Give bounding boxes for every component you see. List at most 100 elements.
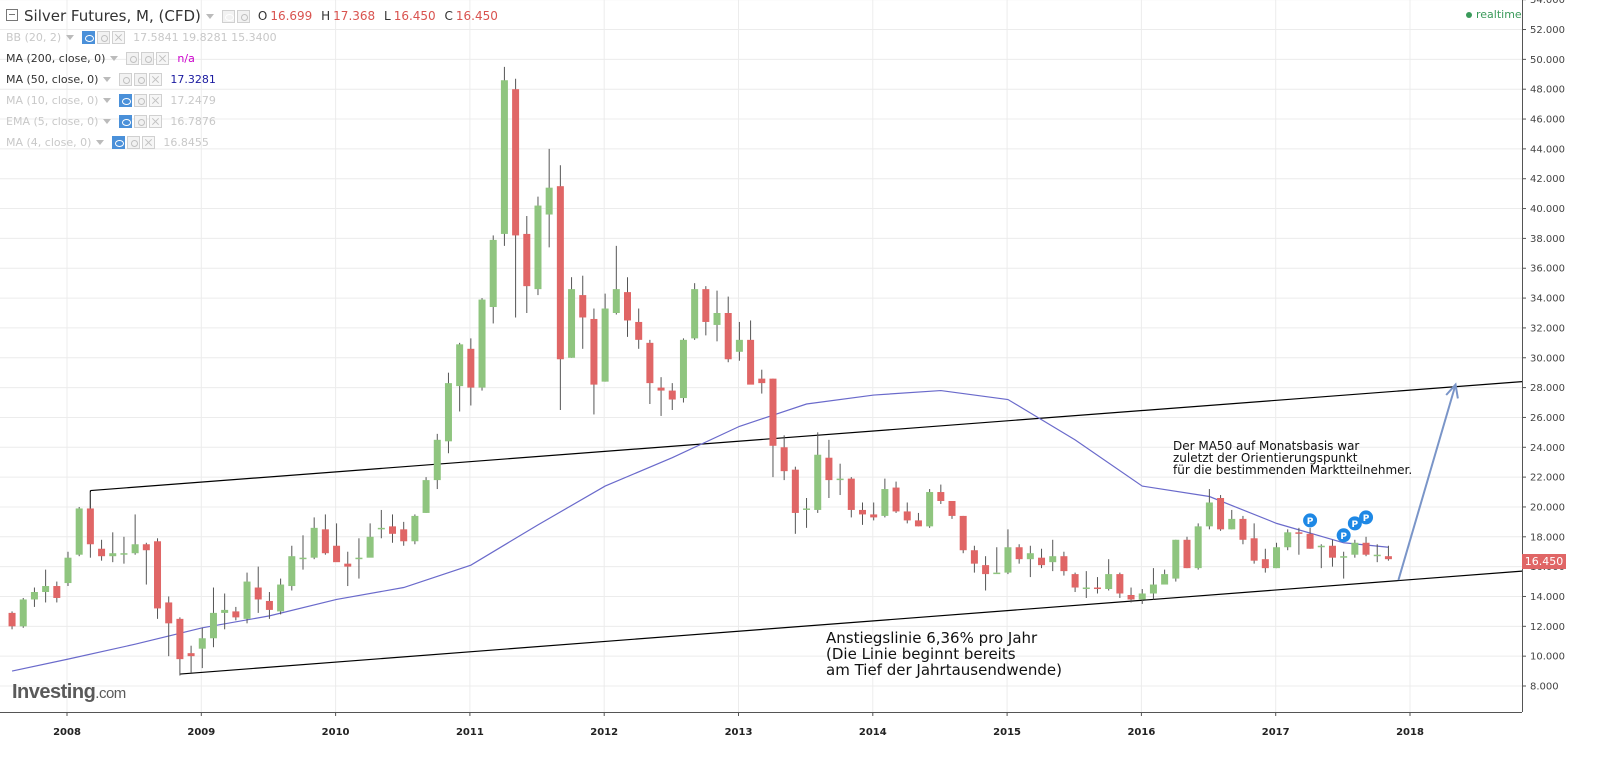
indicator-label[interactable]: BB (20, 2) — [6, 31, 62, 44]
remove-icon[interactable] — [149, 73, 163, 86]
indicator-legend: Silver Futures, M, (CFD) O 16.699 H 17.368… — [6, 5, 503, 153]
y-tick-label: 14.000 — [1530, 592, 1565, 603]
candle-body — [836, 478, 844, 481]
candle-body — [1317, 545, 1325, 548]
ma50-series — [11, 389, 1389, 672]
candle-body — [265, 600, 273, 610]
chevron-down-icon[interactable] — [103, 77, 112, 82]
remove-icon[interactable] — [112, 31, 126, 44]
candle-body — [735, 339, 743, 352]
candle-body — [1273, 547, 1281, 569]
candle-body — [478, 299, 486, 388]
indicator-label[interactable]: MA (50, close, 0) — [6, 73, 99, 86]
ma50-note-line-2: zuletzt der Orientierungspunkt — [1173, 451, 1358, 465]
y-tick-label: 50.000 — [1530, 55, 1565, 66]
candle-body — [1116, 574, 1124, 594]
remove-icon[interactable] — [156, 52, 170, 65]
indicator-row[interactable]: MA (10, close, 0) 17.2479 — [6, 90, 503, 111]
candle-body — [646, 342, 654, 384]
chevron-down-icon[interactable] — [103, 119, 112, 124]
open-value: 16.699 — [270, 9, 313, 23]
settings-icon[interactable] — [134, 94, 148, 107]
candle-body — [612, 289, 620, 313]
collapse-icon[interactable] — [6, 9, 18, 21]
candle-body — [970, 550, 978, 564]
candle-body — [780, 447, 788, 472]
candle-body — [75, 508, 83, 555]
indicator-label[interactable]: MA (200, close, 0) — [6, 52, 106, 65]
remove-icon[interactable] — [142, 136, 156, 149]
investing-logo[interactable]: Investing.com — [12, 681, 126, 704]
candle-body — [914, 520, 922, 527]
p-marker — [1303, 513, 1318, 528]
indicator-value: n/a — [177, 52, 195, 65]
settings-icon[interactable] — [127, 136, 141, 149]
visibility-icon[interactable] — [126, 52, 140, 65]
candle-body — [624, 292, 631, 321]
indicator-label[interactable]: MA (4, close, 0) — [6, 136, 92, 149]
candle-body — [1228, 518, 1236, 530]
indicator-row[interactable]: MA (4, close, 0) 16.8455 — [6, 132, 503, 153]
remove-icon[interactable] — [149, 94, 163, 107]
remove-icon[interactable] — [149, 115, 163, 128]
visibility-icon[interactable] — [119, 73, 133, 86]
candle-body — [456, 344, 464, 387]
chevron-down-icon[interactable] — [205, 13, 214, 19]
indicator-label[interactable]: EMA (5, close, 0) — [6, 115, 99, 128]
chevron-down-icon[interactable] — [96, 140, 105, 145]
candle-body — [366, 536, 374, 558]
visibility-icon[interactable] — [112, 136, 126, 149]
ma50-line — [11, 389, 1389, 672]
x-tick-label: 2013 — [725, 727, 753, 738]
settings-icon[interactable] — [97, 31, 111, 44]
symbol-title[interactable]: Silver Futures, M, (CFD) — [24, 7, 201, 25]
indicator-label[interactable]: MA (10, close, 0) — [6, 94, 99, 107]
settings-icon[interactable] — [134, 73, 148, 86]
candle-body — [19, 599, 27, 627]
visibility-icon[interactable] — [82, 31, 96, 44]
candle-body — [1306, 533, 1314, 549]
candle-body — [154, 541, 162, 609]
candle-body — [982, 565, 990, 575]
candle-body — [791, 469, 799, 513]
candlesticks — [8, 66, 1392, 676]
candle-body — [959, 515, 967, 551]
trendline-note-line-3: am Tief der Jahrtausendwende) — [826, 661, 1062, 679]
candle-body — [534, 205, 542, 290]
chevron-down-icon[interactable] — [103, 98, 112, 103]
visibility-icon[interactable] — [119, 94, 133, 107]
indicator-row[interactable]: MA (50, close, 0) 17.3281 — [6, 69, 503, 90]
chevron-down-icon[interactable] — [110, 56, 119, 61]
settings-icon[interactable] — [141, 52, 155, 65]
settings-icon[interactable] — [134, 115, 148, 128]
ohlc-values: O 16.699 H 17.368 L 16.450 C 16.450 — [258, 9, 503, 23]
candle-body — [702, 289, 710, 322]
x-tick-label: 2016 — [1127, 727, 1155, 738]
candle-body — [1060, 556, 1068, 572]
visibility-icon[interactable] — [119, 115, 133, 128]
indicator-value: 17.5841 19.8281 15.3400 — [133, 31, 277, 44]
candle-body — [803, 508, 811, 510]
chevron-down-icon[interactable] — [66, 35, 75, 40]
candle-body — [545, 187, 553, 215]
candle-body — [1071, 574, 1079, 588]
indicator-row[interactable]: MA (200, close, 0) n/a — [6, 48, 503, 69]
candle-body — [512, 89, 520, 236]
candle-body — [221, 609, 229, 613]
candle-body — [993, 572, 1001, 575]
settings-icon[interactable] — [236, 9, 250, 23]
candle-body — [1093, 587, 1101, 590]
high-value: 17.368 — [333, 9, 376, 23]
candle-body — [232, 611, 240, 618]
candle-body — [1384, 556, 1392, 560]
visibility-icon[interactable] — [221, 9, 235, 23]
candle-body — [758, 378, 766, 384]
candle-body — [433, 439, 441, 481]
p-marker-label: P — [1363, 514, 1370, 524]
indicator-row[interactable]: BB (20, 2) 17.5841 19.8281 15.3400 — [6, 27, 503, 48]
y-tick-label: 24.000 — [1530, 443, 1565, 454]
indicator-row[interactable]: EMA (5, close, 0) 16.7876 — [6, 111, 503, 132]
candle-body — [870, 514, 878, 518]
indicator-value: 17.2479 — [170, 94, 216, 107]
